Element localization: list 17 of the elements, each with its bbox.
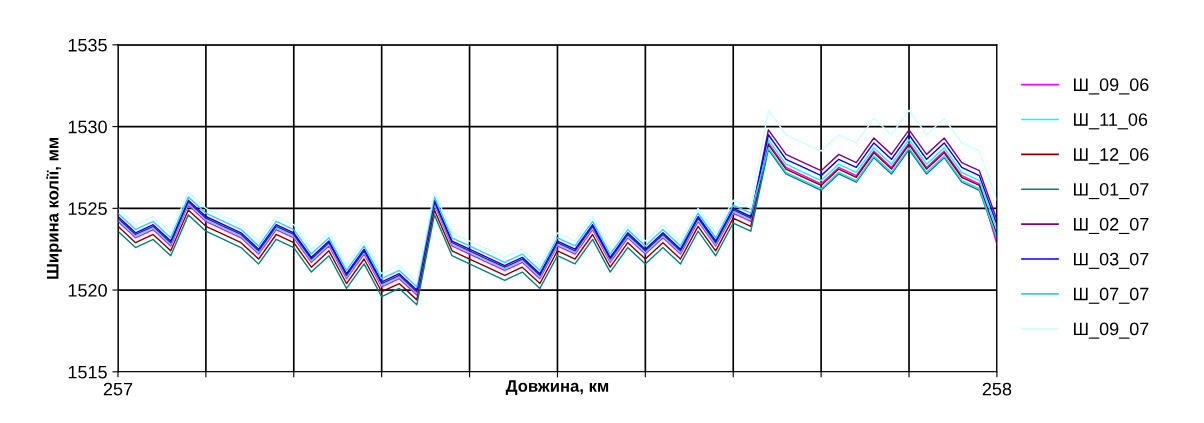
x-axis-title: Довжина, км [505, 380, 609, 396]
legend-label: Ш_01_07 [1073, 182, 1149, 200]
legend-label: Ш_09_07 [1073, 322, 1149, 339]
y-tick-label: 1520 [68, 284, 107, 297]
legend-label: Ш_03_07 [1073, 252, 1149, 269]
legend-label: Ш_12_06 [1073, 148, 1149, 165]
y-tick-label: 1515 [68, 365, 107, 379]
y-tick-label: 1525 [68, 202, 107, 216]
x-tick-label: 258 [982, 382, 1012, 396]
x-tick-label: 257 [103, 382, 133, 396]
y-tick-label: 1535 [68, 38, 107, 52]
legend-label: Ш_02_07 [1073, 217, 1149, 235]
legend-label: Ш_07_07 [1073, 287, 1149, 304]
y-axis-title: Ширина колії, мм [46, 137, 62, 279]
y-tick-label: 1530 [68, 120, 107, 134]
legend-label: Ш_09_06 [1073, 78, 1149, 95]
legend-label: Ш_11_06 [1073, 113, 1148, 130]
